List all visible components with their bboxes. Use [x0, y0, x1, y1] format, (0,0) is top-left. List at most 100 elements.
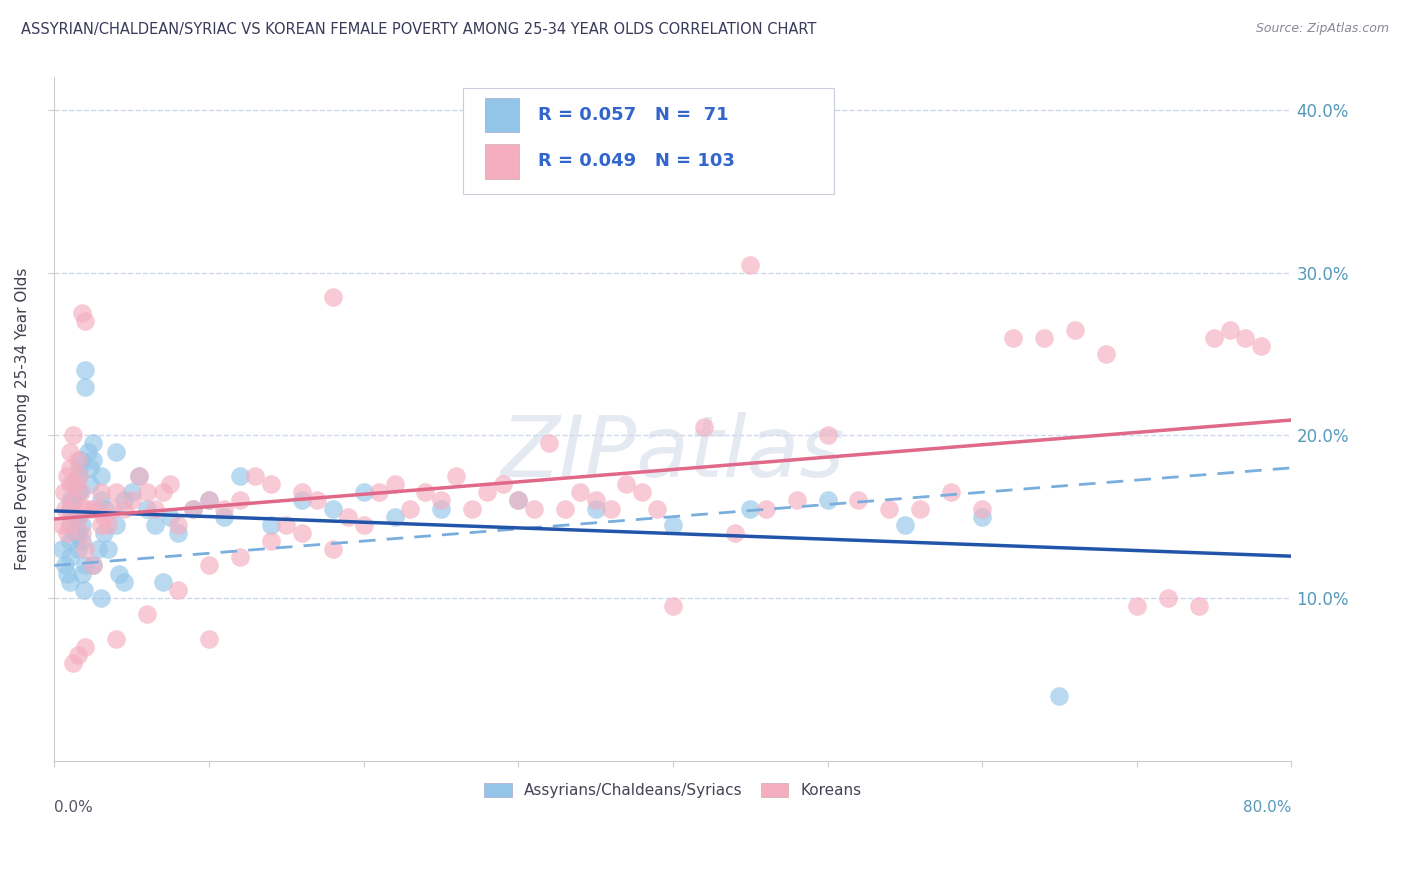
Point — [353, 485, 375, 500]
Point — [693, 420, 716, 434]
Point — [82, 452, 104, 467]
Point — [66, 509, 89, 524]
Point — [569, 485, 592, 500]
Point — [70, 566, 93, 581]
Point — [75, 558, 97, 573]
Point — [291, 493, 314, 508]
Point — [152, 574, 174, 589]
Point — [631, 485, 654, 500]
FancyBboxPatch shape — [463, 87, 834, 194]
Point — [75, 640, 97, 654]
Point — [384, 477, 406, 491]
Point — [77, 501, 100, 516]
Point — [112, 493, 135, 508]
Point — [291, 485, 314, 500]
Point — [508, 493, 530, 508]
Text: 0.0%: 0.0% — [55, 799, 93, 814]
Point — [183, 501, 205, 516]
Text: ZIPatlas: ZIPatlas — [501, 412, 845, 495]
Point — [66, 525, 89, 540]
Point — [1204, 331, 1226, 345]
Point — [67, 469, 90, 483]
Point — [972, 501, 994, 516]
Point — [97, 542, 120, 557]
Point — [198, 493, 221, 508]
Point — [75, 379, 97, 393]
Point — [446, 469, 468, 483]
Point — [1234, 331, 1257, 345]
Point — [121, 493, 143, 508]
Point — [59, 550, 82, 565]
Point — [198, 558, 221, 573]
Point — [79, 461, 101, 475]
Point — [662, 517, 685, 532]
Point — [322, 501, 344, 516]
Point — [121, 485, 143, 500]
Point — [82, 558, 104, 573]
Point — [260, 534, 283, 549]
Point — [430, 493, 453, 508]
Point — [59, 444, 82, 458]
Point — [77, 444, 100, 458]
Point — [108, 566, 131, 581]
Point — [1219, 322, 1241, 336]
Point — [631, 168, 654, 182]
Point — [910, 501, 932, 516]
Point — [59, 461, 82, 475]
Text: ASSYRIAN/CHALDEAN/SYRIAC VS KOREAN FEMALE POVERTY AMONG 25-34 YEAR OLDS CORRELAT: ASSYRIAN/CHALDEAN/SYRIAC VS KOREAN FEMAL… — [21, 22, 817, 37]
Point — [70, 534, 93, 549]
Point — [492, 477, 515, 491]
Point — [585, 493, 607, 508]
Point — [1126, 599, 1149, 614]
Point — [229, 493, 252, 508]
Point — [941, 485, 963, 500]
Point — [260, 477, 283, 491]
Point — [86, 542, 108, 557]
Point — [399, 501, 422, 516]
Point — [53, 501, 76, 516]
Point — [740, 258, 762, 272]
Point — [1033, 331, 1056, 345]
Point — [69, 485, 91, 500]
Point — [786, 493, 808, 508]
Point — [59, 501, 82, 516]
Point — [59, 574, 82, 589]
Point — [384, 509, 406, 524]
Text: Source: ZipAtlas.com: Source: ZipAtlas.com — [1256, 22, 1389, 36]
Point — [128, 469, 150, 483]
Point — [65, 477, 87, 491]
Point — [430, 501, 453, 516]
Point — [848, 493, 870, 508]
Point — [1250, 339, 1272, 353]
Point — [79, 477, 101, 491]
Point — [152, 485, 174, 500]
Point — [55, 469, 77, 483]
Point — [322, 290, 344, 304]
Point — [1002, 331, 1025, 345]
Point — [70, 517, 93, 532]
Point — [75, 542, 97, 557]
Point — [817, 493, 839, 508]
Point — [52, 485, 75, 500]
Point — [585, 501, 607, 516]
Point — [59, 477, 82, 491]
Point — [368, 485, 391, 500]
Point — [55, 566, 77, 581]
Point — [538, 436, 561, 450]
Point — [136, 607, 159, 622]
Point — [894, 517, 917, 532]
Point — [63, 525, 86, 540]
Point — [523, 501, 546, 516]
Point — [90, 485, 112, 500]
Point — [143, 501, 166, 516]
Point — [508, 493, 530, 508]
Point — [93, 509, 115, 524]
Text: 80.0%: 80.0% — [1243, 799, 1292, 814]
Point — [183, 501, 205, 516]
Y-axis label: Female Poverty Among 25-34 Year Olds: Female Poverty Among 25-34 Year Olds — [15, 268, 30, 570]
Point — [214, 509, 236, 524]
Point — [59, 493, 82, 508]
Point — [1064, 322, 1087, 336]
Point — [75, 314, 97, 328]
Point — [51, 542, 73, 557]
